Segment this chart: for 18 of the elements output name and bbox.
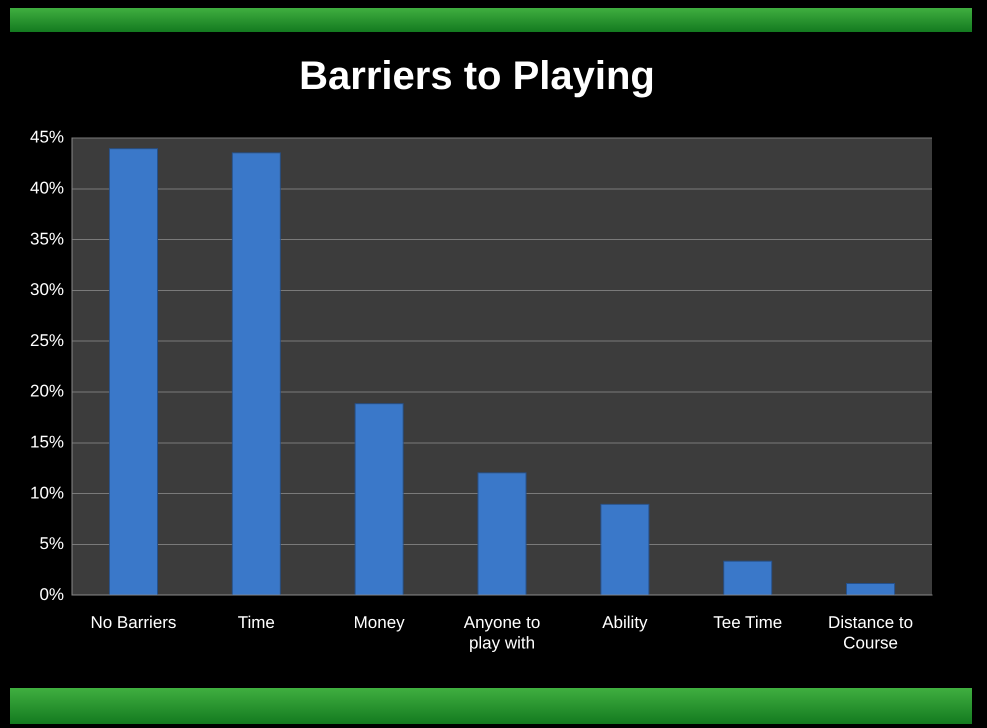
x-tick-label: Distance to Course [828, 613, 914, 652]
y-tick-label: 0% [39, 584, 64, 604]
x-tick-label: Ability [602, 613, 648, 632]
x-tick-label: Money [354, 613, 406, 632]
x-tick-label: Time [238, 613, 275, 632]
y-tick-label: 45% [30, 128, 64, 147]
y-tick-label: 10% [30, 483, 64, 502]
y-tick-label: 25% [30, 330, 64, 350]
y-tick-label: 5% [39, 534, 64, 554]
y-tick-label: 30% [30, 280, 64, 300]
x-tick-label: No Barriers [90, 613, 176, 632]
y-tick-label: 15% [30, 432, 64, 452]
y-tick-label: 35% [30, 229, 64, 248]
y-tick-label: 40% [30, 178, 64, 198]
y-tick-label: 20% [30, 382, 64, 401]
x-tick-label: Tee Time [713, 613, 782, 632]
x-tick-label: Anyone to play with [464, 613, 540, 652]
chart-title: Barriers to Playing [299, 54, 655, 98]
